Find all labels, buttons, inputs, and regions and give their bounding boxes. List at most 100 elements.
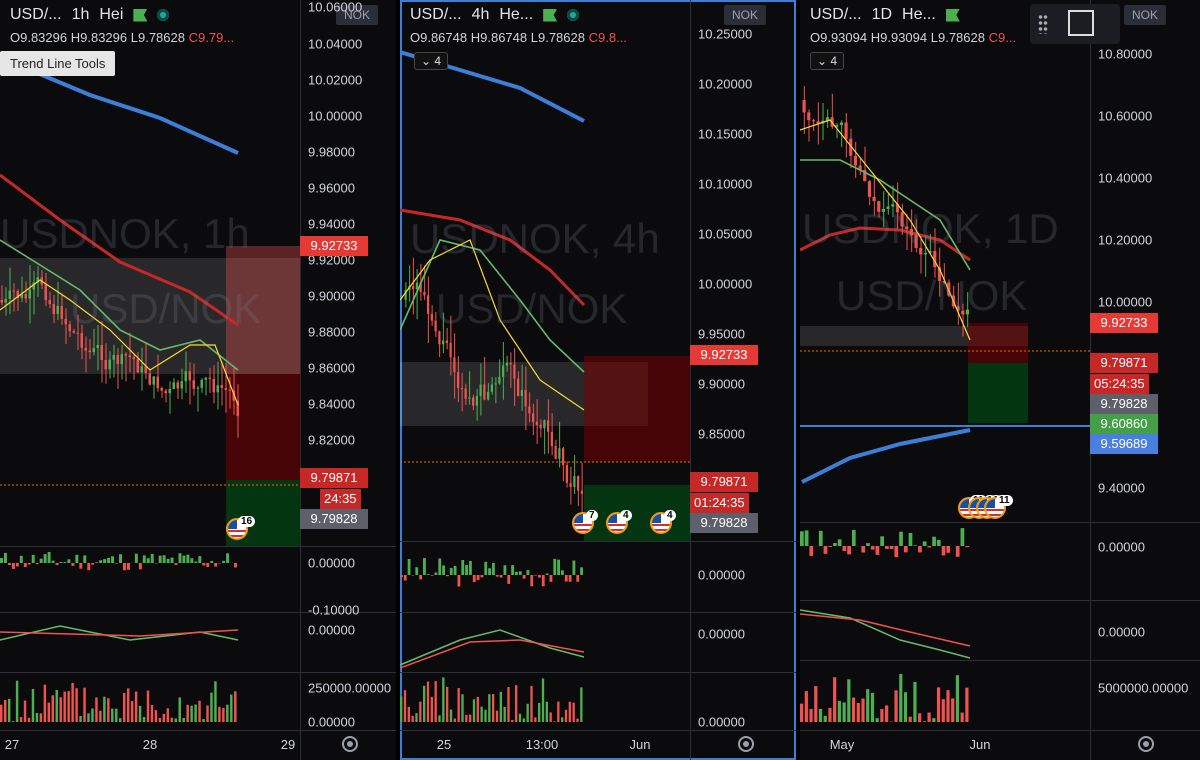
ma-line-yellow [0, 279, 239, 406]
candle [547, 420, 550, 432]
histogram-bar [19, 555, 23, 563]
candle [32, 282, 35, 290]
chart-canvas-4h[interactable] [400, 0, 796, 760]
indicator-tick: 0.00000 [698, 626, 745, 642]
histogram-bar [499, 575, 503, 578]
indicator-axis[interactable]: 0.00000 0.00000 0.00000 [690, 541, 796, 730]
candle [528, 406, 531, 414]
price-axis[interactable]: 10.06000 10.04000 10.02000 10.00000 9.98… [300, 0, 396, 545]
settings-gear-icon[interactable] [738, 736, 754, 752]
tooltip: Trend Line Tools [0, 51, 116, 76]
flag-icon[interactable] [133, 8, 148, 22]
volume-bar [837, 700, 841, 722]
interval-label[interactable]: 1D [871, 6, 893, 23]
interval-label[interactable]: 1h [71, 6, 90, 23]
histogram-bar [438, 558, 442, 575]
symbol-label[interactable]: USD/... [410, 6, 462, 23]
volume-bar [415, 713, 418, 722]
price-tick: 9.86000 [308, 360, 355, 376]
volume-bar [488, 694, 491, 722]
flag-icon[interactable] [945, 8, 960, 22]
histogram-bar [3, 552, 7, 563]
ohlc-values: O9.86748 H9.86748 L9.78628 C9.8... [410, 30, 627, 45]
chart-canvas-1d[interactable] [800, 0, 1200, 760]
symbol-header[interactable]: USD/... 1h Hei [10, 6, 170, 24]
volume-bar [472, 699, 476, 722]
histogram-bar [51, 560, 55, 563]
chart-canvas-1h[interactable] [0, 0, 396, 760]
price-axis[interactable]: 10.25000 10.20000 10.15000 10.10000 10.0… [690, 0, 796, 545]
indicators-collapse-button[interactable]: ⌄ 4 [414, 52, 449, 70]
histogram-bar [580, 567, 583, 575]
symbol-header[interactable]: USD/... 4h He... [410, 6, 580, 24]
candle [849, 138, 853, 156]
volume-bar [809, 708, 813, 722]
volume-bar [138, 705, 142, 722]
candle [216, 385, 219, 393]
time-axis-border [0, 730, 396, 731]
candle [208, 377, 211, 379]
settings-gear-icon[interactable] [1138, 736, 1154, 752]
candle [212, 378, 215, 393]
price-axis-border [690, 0, 691, 760]
candle [445, 340, 448, 343]
drag-handle-icon[interactable] [1038, 14, 1048, 34]
candle [505, 362, 508, 366]
volume-bar [7, 698, 11, 722]
histogram-bar [561, 570, 564, 575]
currency-button[interactable]: NOK [1124, 5, 1167, 25]
currency-button[interactable]: NOK [336, 5, 379, 25]
pane-divider [400, 612, 796, 613]
settings-gear-icon[interactable] [342, 736, 358, 752]
histogram-bar [534, 575, 537, 576]
volume-bar [922, 721, 926, 722]
indicators-collapse-button[interactable]: ⌄ 4 [810, 52, 845, 70]
flag-icon[interactable] [543, 8, 558, 22]
symbol-label[interactable]: USD/... [10, 6, 62, 23]
chart-style-label[interactable]: He... [499, 6, 534, 23]
interval-label[interactable]: 4h [471, 6, 490, 23]
candle [438, 331, 441, 345]
indicator-axis[interactable]: 0.00000 -0.10000 0.00000 250000.00000 0.… [300, 546, 396, 730]
volume-bar [534, 717, 537, 722]
candle [839, 122, 843, 126]
volume-bar [39, 713, 43, 722]
chart-style-label[interactable]: He... [902, 6, 936, 23]
us-flag-event-icon[interactable] [650, 512, 672, 534]
price-tick: 10.05000 [698, 226, 753, 242]
volume-bar [430, 696, 433, 722]
symbol-header[interactable]: USD/... 1D He... [810, 6, 960, 24]
target-price-tag: 9.79828 [1090, 394, 1158, 414]
candle [419, 282, 422, 292]
chart-panel-4h[interactable]: USDNOK, 4h USD/NOK USD/... 4h He... O9.8… [400, 0, 796, 760]
histogram-bar [59, 561, 63, 563]
pane-divider [800, 660, 1200, 661]
price-tick: 10.02000 [308, 72, 363, 88]
candle [844, 122, 848, 139]
histogram-bar [142, 555, 146, 563]
price-axis[interactable]: 10.80000 10.60000 10.40000 10.20000 10.0… [1090, 0, 1200, 545]
chart-panel-1h[interactable]: USDNOK, 1h USD/NOK USD/... 1h Hei O9.832… [0, 0, 396, 760]
rectangle-tool-icon[interactable] [1068, 10, 1094, 36]
candle [427, 295, 430, 314]
candle [811, 120, 815, 122]
indicator-tick: 0.00000 [308, 714, 355, 730]
currency-button[interactable]: NOK [724, 5, 767, 25]
chart-style-label[interactable]: Hei [99, 6, 124, 23]
histogram-bar [446, 575, 449, 577]
histogram-bar [946, 546, 951, 553]
symbol-label[interactable]: USD/... [810, 6, 862, 23]
volume-bar [222, 708, 225, 722]
drawing-toolbar[interactable] [1030, 4, 1120, 44]
chart-panel-1d[interactable]: USDNOK, 1D USD/NOK USD/... 1D He... O9.9… [800, 0, 1200, 760]
volume-bar [814, 686, 818, 722]
candle [895, 204, 899, 213]
volume-bar [899, 674, 903, 722]
histogram-bar [922, 541, 927, 546]
candle [468, 397, 471, 399]
histogram-bar [126, 563, 130, 570]
time-tick: 13:00 [525, 737, 559, 752]
volume-bar [572, 702, 575, 722]
time-tick: Jun [629, 737, 651, 752]
indicator-axis[interactable]: 0.00000 0.00000 5000000.00000 [1090, 522, 1200, 730]
